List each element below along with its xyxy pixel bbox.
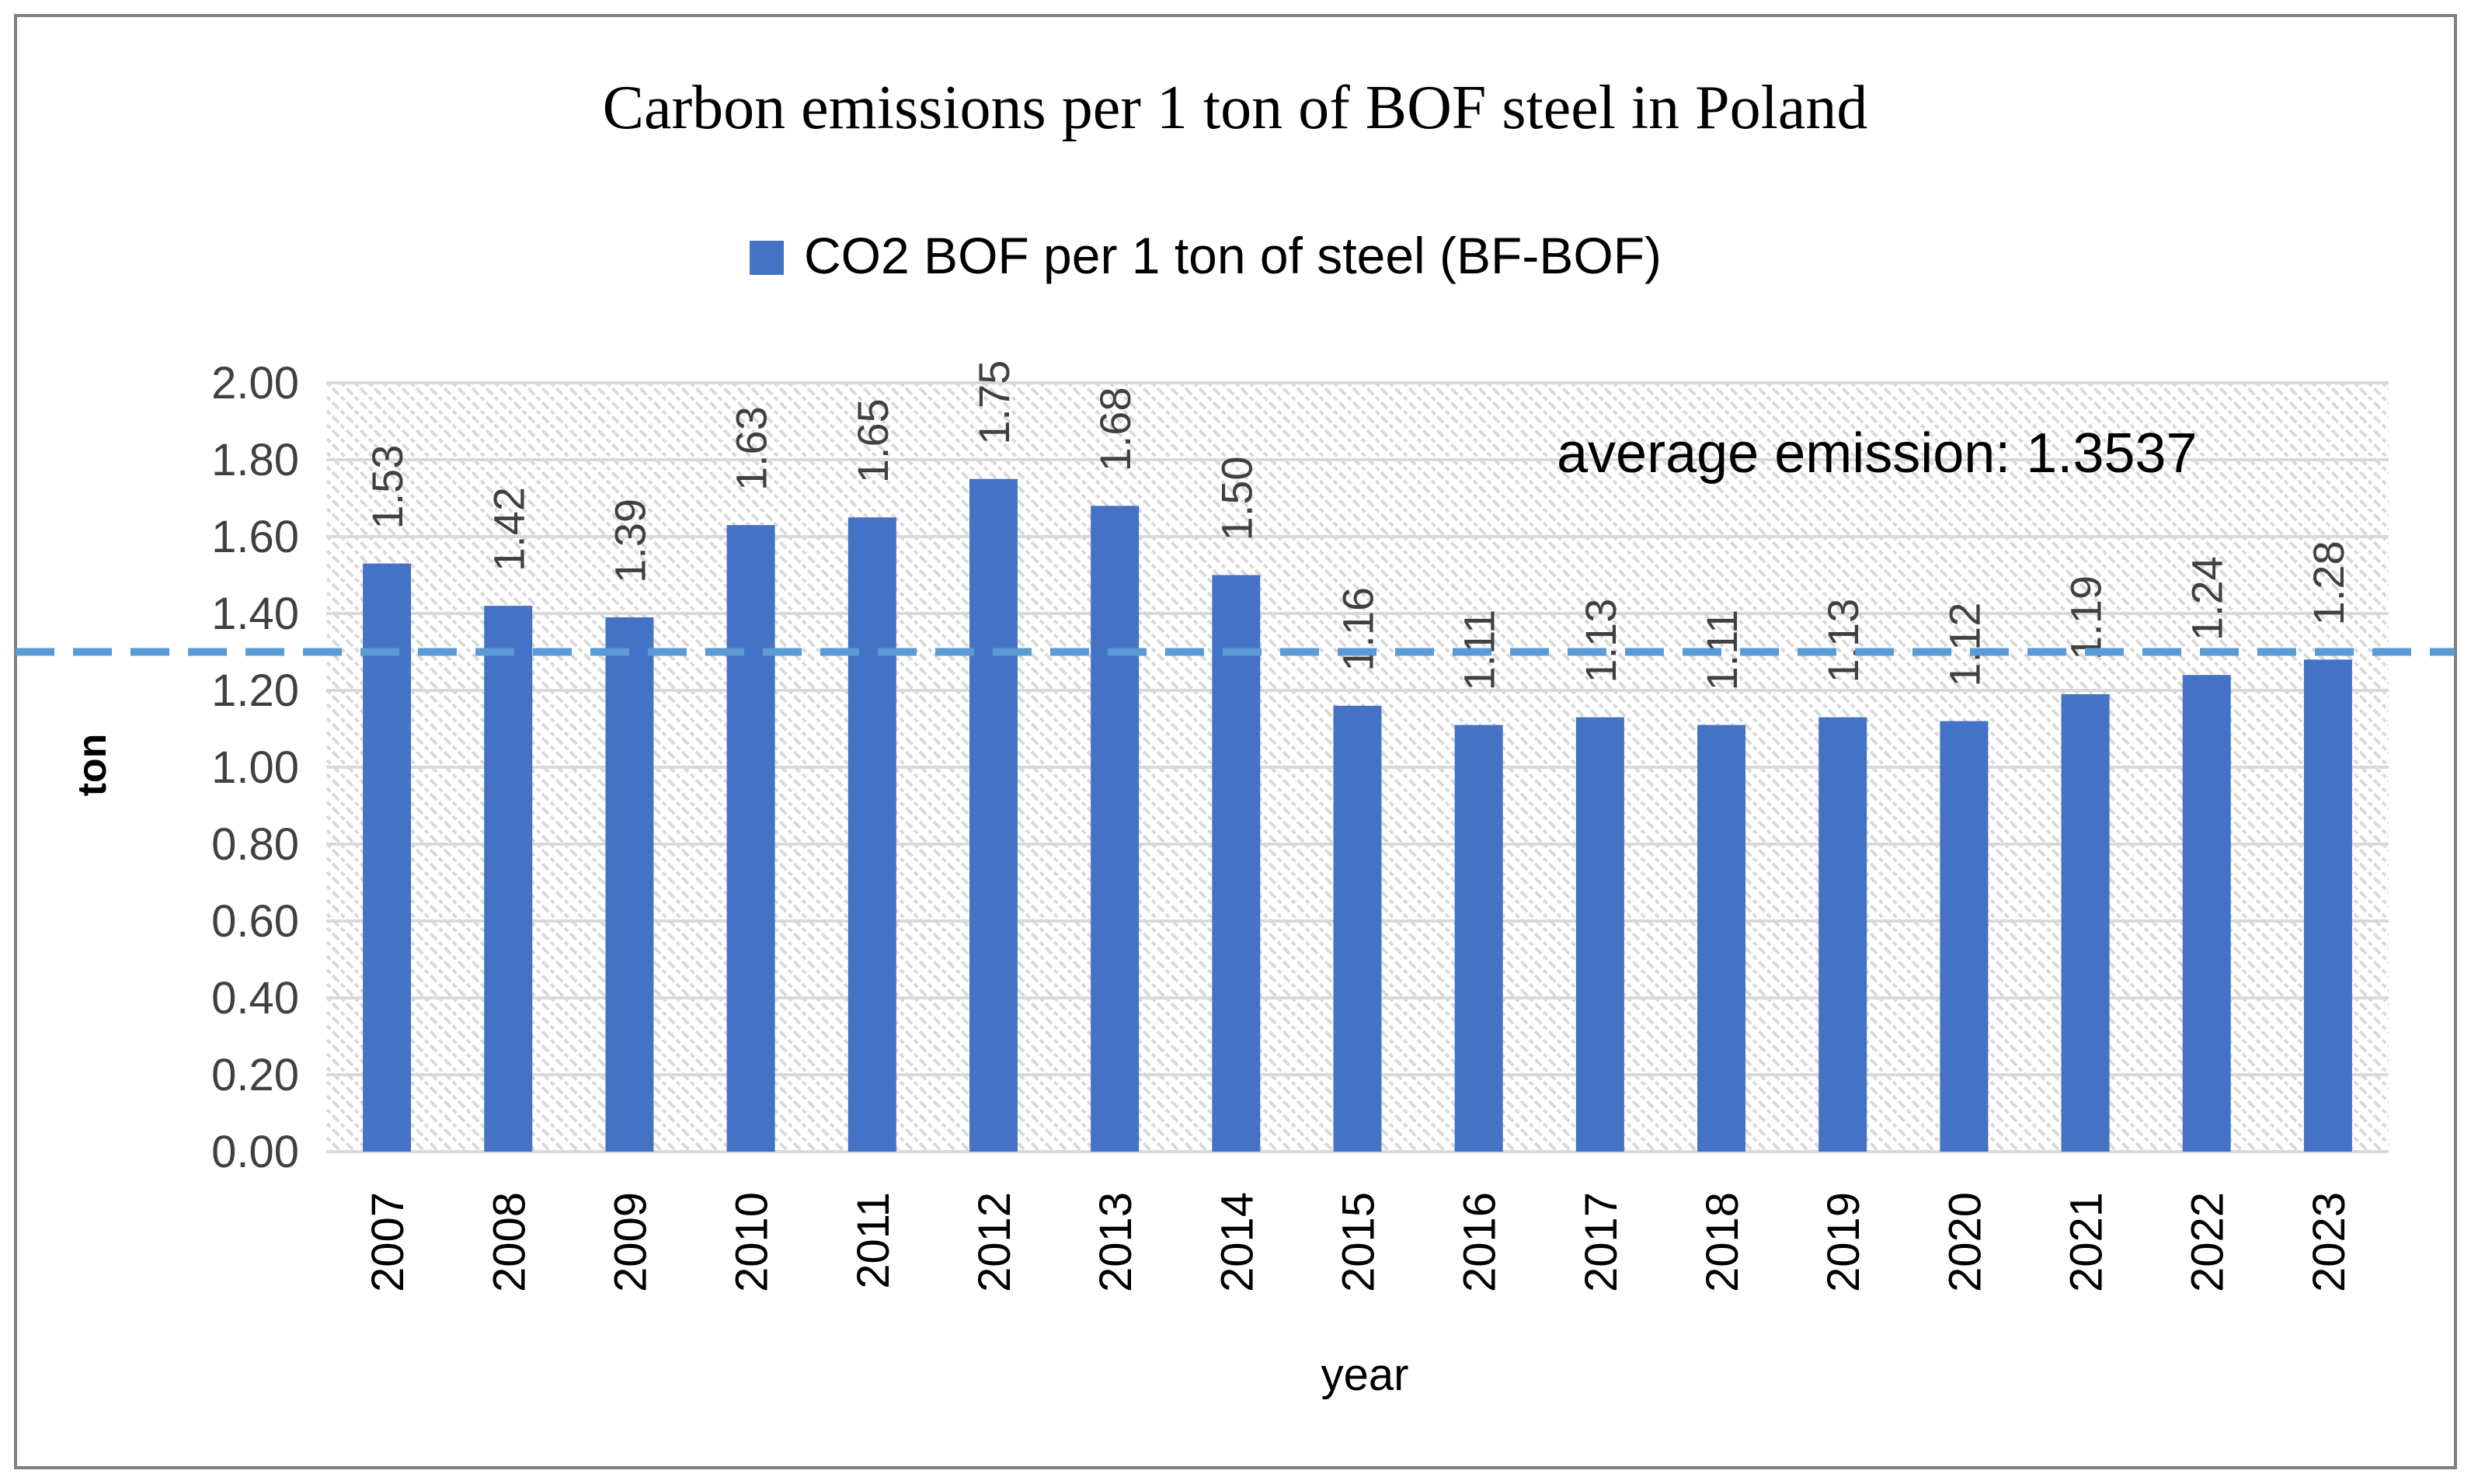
bars xyxy=(363,478,2352,1152)
x-tick-label: 2012 xyxy=(969,1192,1020,1292)
bar xyxy=(363,563,412,1152)
bar xyxy=(1212,575,1261,1152)
x-tick-label: 2015 xyxy=(1334,1192,1384,1292)
bar xyxy=(484,606,533,1152)
legend: CO2 BOF per 1 ton of steel (BF-BOF) xyxy=(750,227,1662,284)
chart-title: Carbon emissions per 1 ton of BOF steel … xyxy=(603,74,1868,142)
bar xyxy=(2061,693,2110,1152)
bar xyxy=(1091,506,1140,1152)
data-label: 1.68 xyxy=(1091,387,1140,471)
x-tick-label: 2017 xyxy=(1576,1192,1627,1292)
y-tick-label: 0.60 xyxy=(211,896,299,947)
bar xyxy=(726,525,775,1152)
x-tick-label: 2018 xyxy=(1697,1192,1748,1292)
bar xyxy=(1333,705,1382,1152)
bar xyxy=(1575,717,1624,1152)
x-tick-label: 2014 xyxy=(1212,1192,1262,1292)
bar xyxy=(2182,675,2231,1152)
x-tick-label: 2019 xyxy=(1818,1192,1869,1292)
legend-label: CO2 BOF per 1 ton of steel (BF-BOF) xyxy=(804,227,1662,284)
bar xyxy=(1940,721,1989,1152)
data-label: 1.16 xyxy=(1334,587,1383,672)
y-axis-label: ton xyxy=(70,734,115,797)
bar xyxy=(605,617,654,1152)
y-tick-label: 0.20 xyxy=(211,1050,299,1100)
bar xyxy=(2303,659,2352,1152)
average-annotation: average emission: 1.3537 xyxy=(1557,422,2198,485)
data-label: 1.42 xyxy=(484,487,533,572)
x-tick-label: 2023 xyxy=(2304,1192,2354,1292)
data-label: 1.75 xyxy=(969,360,1018,445)
data-label: 1.28 xyxy=(2304,540,2353,625)
data-label: 1.19 xyxy=(2062,575,2111,660)
y-tick-label: 1.20 xyxy=(211,666,299,716)
y-axis-ticks: 0.00 0.20 0.40 0.60 0.80 1.00 1.20 1.40 1.60 1.80… xyxy=(211,358,299,1177)
x-tick-label: 2007 xyxy=(363,1192,413,1292)
y-tick-label: 1.40 xyxy=(211,589,299,639)
data-label: 1.63 xyxy=(727,406,776,491)
data-label: 1.50 xyxy=(1212,457,1261,541)
data-label: 1.12 xyxy=(1940,603,1989,687)
y-tick-label: 0.80 xyxy=(211,819,299,870)
y-tick-label: 1.60 xyxy=(211,512,299,562)
legend-swatch xyxy=(750,241,784,275)
y-tick-label: 0.00 xyxy=(211,1127,299,1177)
x-tick-label: 2022 xyxy=(2183,1192,2233,1292)
bar xyxy=(969,478,1018,1152)
y-tick-label: 2.00 xyxy=(211,358,299,408)
x-tick-label: 2008 xyxy=(484,1192,534,1292)
x-tick-label: 2016 xyxy=(1455,1192,1505,1292)
y-tick-label: 1.80 xyxy=(211,435,299,485)
data-label: 1.53 xyxy=(363,445,412,530)
data-label: 1.24 xyxy=(2183,556,2232,641)
x-tick-label: 2013 xyxy=(1091,1192,1141,1292)
y-tick-label: 0.40 xyxy=(211,973,299,1024)
x-tick-label: 2011 xyxy=(848,1192,899,1289)
bar xyxy=(1454,725,1503,1152)
y-tick-label: 1.00 xyxy=(211,742,299,793)
x-axis-ticks: 2007 2008 2009 2010 2011 2012 2013 2014 2015 2016… xyxy=(363,1192,2354,1292)
x-axis-label: year xyxy=(1321,1350,1409,1400)
bar xyxy=(1818,717,1867,1152)
x-tick-label: 2020 xyxy=(1940,1192,1990,1292)
x-tick-label: 2010 xyxy=(727,1192,778,1292)
data-label: 1.39 xyxy=(605,499,654,583)
x-tick-label: 2021 xyxy=(2062,1192,2112,1292)
data-labels: 1.53 1.42 1.391.63 1.65 1.75 1.681.501.16 1.11… xyxy=(363,360,2353,691)
bar xyxy=(847,517,896,1152)
data-label: 1.13 xyxy=(1818,599,1867,683)
bar xyxy=(1697,725,1746,1152)
data-label: 1.65 xyxy=(848,398,897,483)
x-tick-label: 2009 xyxy=(605,1192,656,1292)
data-label: 1.13 xyxy=(1576,599,1625,683)
